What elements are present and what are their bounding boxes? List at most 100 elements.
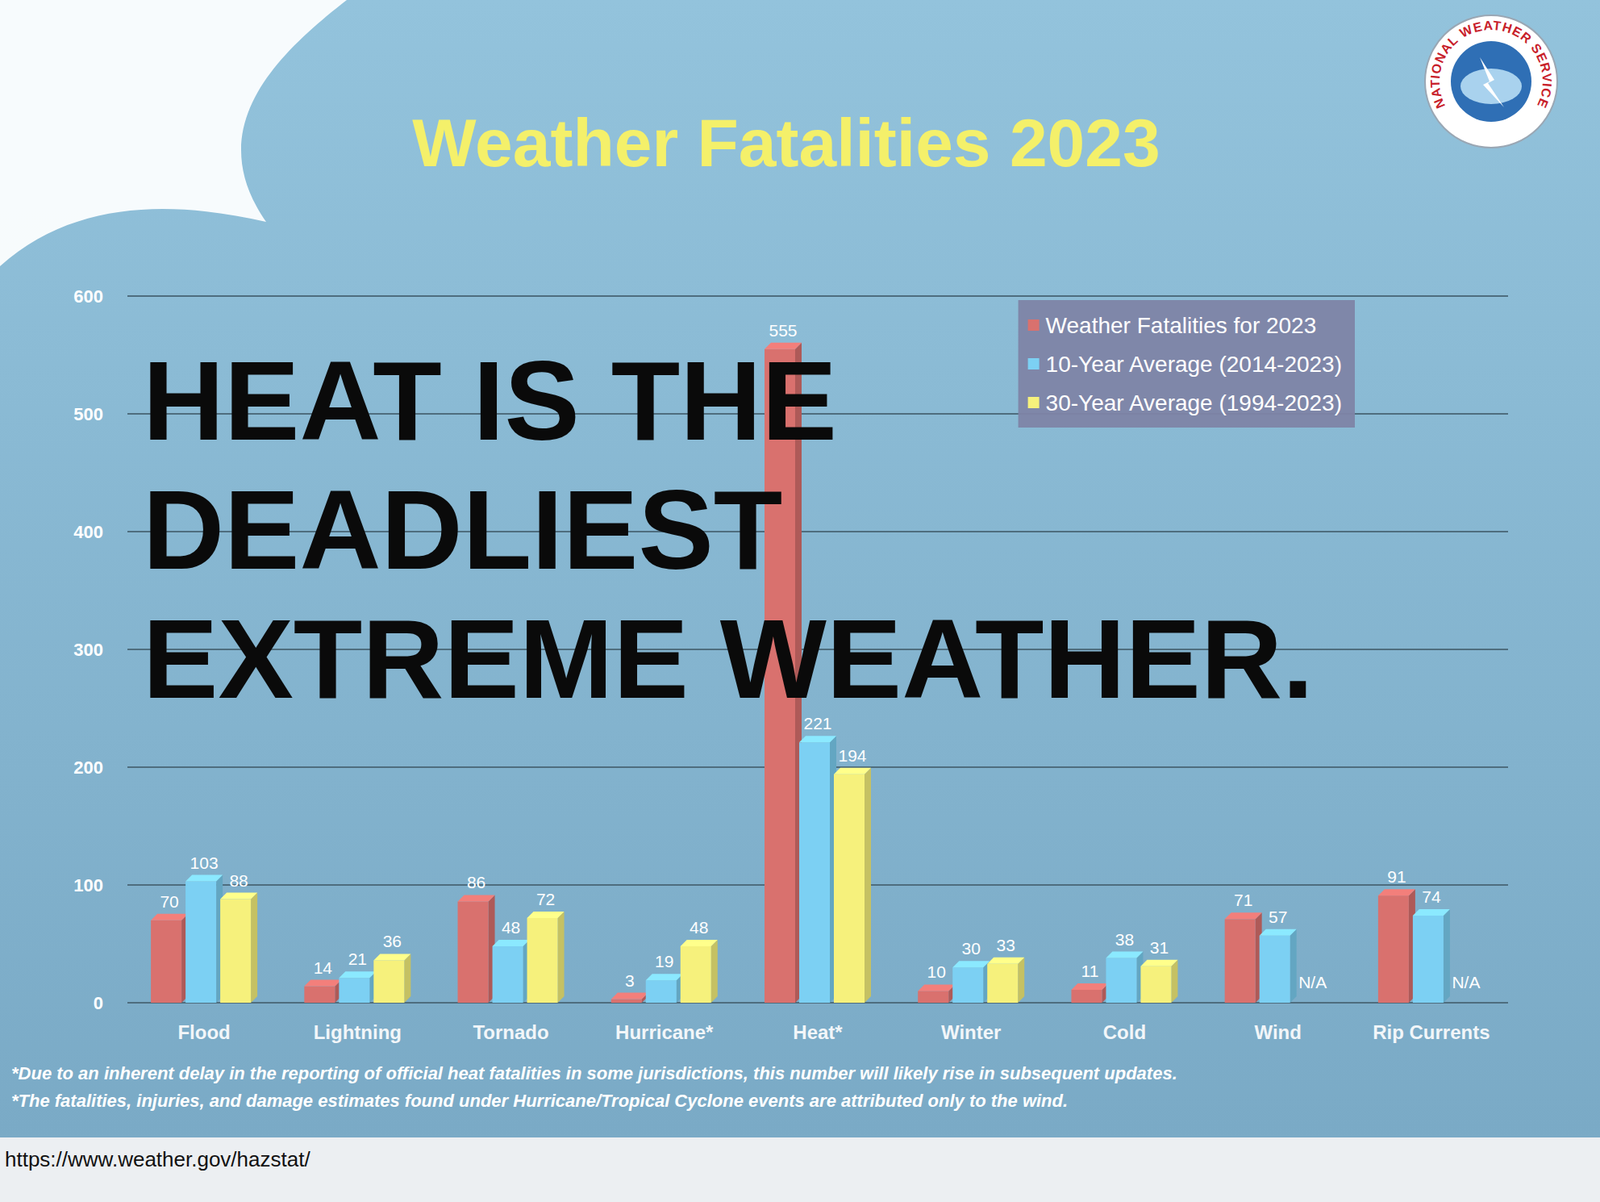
bar-top — [373, 953, 411, 960]
footnote: *The fatalities, injuries, and damage es… — [11, 1090, 1068, 1111]
data-label: 72 — [536, 889, 555, 909]
title: Weather Fatalities 2023 — [412, 104, 1161, 181]
x-tick-label: Wind — [1254, 1020, 1301, 1043]
data-label: 30 — [962, 938, 981, 958]
bar-side — [1443, 908, 1450, 1003]
data-label: 19 — [654, 951, 674, 971]
grid — [127, 295, 1509, 1003]
bar-top — [220, 892, 258, 900]
bar-side — [404, 953, 411, 1003]
logo-text-path: NATIONAL WEATHER SERVICE — [1428, 18, 1555, 111]
bar — [952, 966, 984, 1003]
bar-top — [185, 875, 223, 882]
bar — [527, 917, 559, 1003]
data-label: 57 — [1268, 907, 1288, 926]
bar-top — [1140, 959, 1178, 967]
bar — [611, 999, 642, 1003]
data-label: 86 — [466, 872, 486, 892]
x-tick-label: Tornado — [472, 1020, 549, 1043]
bar-top — [799, 735, 837, 742]
x-tick-label: Flood — [177, 1020, 230, 1043]
bar — [799, 741, 830, 1003]
logo-cloud — [1460, 68, 1522, 105]
bar-top — [304, 979, 342, 987]
chart-root: Weather Fatalities 2023 NATIONAL WEATHER … — [0, 0, 1600, 1202]
bar-top — [338, 970, 376, 978]
legend-label: Weather Fatalities for 2023 — [1045, 312, 1317, 338]
data-label: 103 — [190, 853, 219, 872]
bar-top — [917, 983, 955, 991]
data-label: 74 — [1421, 887, 1442, 906]
bar — [987, 963, 1018, 1003]
data-label: 11 — [1081, 961, 1100, 980]
y-tick-label: 0 — [93, 992, 104, 1013]
logo-text: NATIONAL WEATHER SERVICE — [1428, 18, 1555, 111]
data-label: 71 — [1233, 890, 1253, 909]
data-label: N/A — [1298, 972, 1327, 992]
page-background — [0, 1137, 1600, 1202]
y-tick-label: 300 — [73, 639, 104, 660]
bar-top — [645, 973, 684, 980]
legend-box — [1018, 300, 1355, 428]
bar — [150, 920, 182, 1003]
bar-top — [680, 939, 718, 946]
legend: Weather Fatalities for 2023 10-Year Avera… — [1018, 300, 1355, 428]
bar-top — [492, 939, 530, 946]
bar — [917, 990, 949, 1003]
bar-side — [1290, 929, 1297, 1003]
x-tick-label: Winter — [941, 1020, 1001, 1043]
data-label: 3 — [625, 970, 635, 990]
data-label: 38 — [1115, 929, 1134, 949]
source: https://www.weather.gov/hazstat/ — [4, 1146, 311, 1171]
logo: NATIONAL WEATHER SERVICE — [1425, 15, 1558, 148]
bar — [1259, 935, 1291, 1003]
bar — [645, 979, 677, 1003]
bar-top — [1378, 888, 1416, 896]
bar — [373, 959, 405, 1003]
bar-top — [1105, 951, 1143, 959]
x-tick-label: Cold — [1103, 1020, 1146, 1043]
bar — [492, 945, 524, 1003]
bar — [304, 986, 335, 1003]
bar-top — [1412, 908, 1450, 916]
bar — [1225, 918, 1256, 1003]
bar — [338, 977, 370, 1003]
bar-top — [150, 913, 188, 921]
y-tick-label: 200 — [73, 757, 104, 778]
bar-top — [1070, 983, 1109, 990]
data-label: 48 — [689, 917, 709, 937]
bar-top — [987, 957, 1025, 964]
bar — [220, 899, 251, 1003]
logo-disc — [1450, 41, 1532, 122]
bar-top — [833, 767, 871, 775]
annotation-line: HEAT IS THE — [142, 337, 838, 464]
data-label: 33 — [996, 935, 1016, 955]
bar-side — [864, 767, 871, 1003]
data-label: 70 — [159, 891, 179, 911]
bar-side — [711, 939, 718, 1003]
x-tick-label: Lightning — [313, 1020, 402, 1043]
bar — [1412, 915, 1444, 1003]
bar — [185, 881, 217, 1003]
decor-swoosh — [0, 0, 347, 267]
bar — [680, 945, 712, 1003]
data-label: 21 — [348, 949, 367, 968]
x-tick-label: Hurricane* — [615, 1020, 714, 1043]
annotation-line: DEADLIEST — [142, 466, 783, 593]
data-label: 48 — [501, 917, 521, 937]
data-label: 31 — [1150, 937, 1169, 957]
bar-top — [458, 894, 496, 901]
bar — [1378, 895, 1409, 1003]
grid-line — [127, 295, 1509, 297]
data-label: 88 — [229, 870, 248, 890]
bar — [833, 774, 865, 1003]
data-label: N/A — [1451, 972, 1480, 992]
bar-top — [952, 960, 990, 967]
data-label: 14 — [313, 958, 334, 977]
x-tick-label: Rip Currents — [1372, 1020, 1490, 1043]
bar-side — [558, 911, 565, 1003]
bar-side — [1170, 959, 1178, 1003]
legend-swatch — [1028, 358, 1040, 370]
legend-label: 10-Year Average (2014-2023) — [1045, 351, 1342, 377]
bar-side — [1017, 957, 1025, 1003]
